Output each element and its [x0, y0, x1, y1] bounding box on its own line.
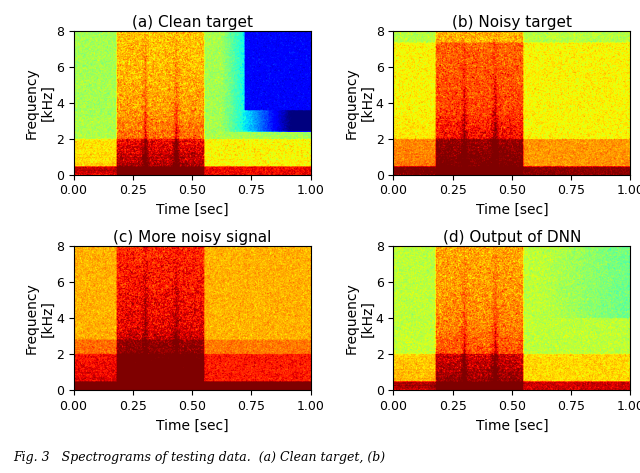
X-axis label: Time [sec]: Time [sec] [156, 419, 228, 432]
Y-axis label: Frequency
[kHz]: Frequency [kHz] [24, 67, 54, 139]
Y-axis label: Frequency
[kHz]: Frequency [kHz] [344, 67, 374, 139]
X-axis label: Time [sec]: Time [sec] [476, 419, 548, 432]
Text: Fig. 3   Spectrograms of testing data.  (a) Clean target, (b): Fig. 3 Spectrograms of testing data. (a)… [13, 451, 385, 464]
Title: (c) More noisy signal: (c) More noisy signal [113, 230, 271, 245]
X-axis label: Time [sec]: Time [sec] [476, 203, 548, 217]
Title: (d) Output of DNN: (d) Output of DNN [443, 230, 581, 245]
Y-axis label: Frequency
[kHz]: Frequency [kHz] [344, 282, 374, 354]
Y-axis label: Frequency
[kHz]: Frequency [kHz] [24, 282, 54, 354]
Title: (b) Noisy target: (b) Noisy target [452, 15, 572, 30]
Title: (a) Clean target: (a) Clean target [132, 15, 253, 30]
X-axis label: Time [sec]: Time [sec] [156, 203, 228, 217]
